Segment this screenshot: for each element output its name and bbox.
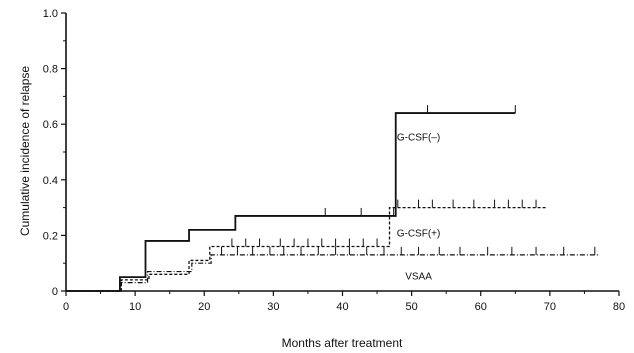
series-label: G-CSF(–) xyxy=(397,133,440,144)
y-tick-label: 0 xyxy=(52,286,58,298)
annotation-layer: G-CSF(–) G-CSF(+) VSAA xyxy=(397,133,441,283)
series-label: G-CSF(+) xyxy=(397,229,441,240)
series-0 xyxy=(66,105,516,292)
series-1 xyxy=(66,199,547,292)
y-tick-label: 0.6 xyxy=(43,119,58,131)
series-2 xyxy=(66,246,599,292)
y-tick-label: 0.2 xyxy=(43,230,58,242)
x-tick-label: 10 xyxy=(129,301,141,313)
y-axis-title: Cumulative incidence of relapse xyxy=(18,66,32,236)
x-tick-label: 0 xyxy=(63,301,69,313)
series-line xyxy=(66,112,516,292)
series-line xyxy=(66,206,547,292)
series-label: VSAA xyxy=(405,272,432,283)
x-tick-label: 80 xyxy=(613,301,625,313)
axes: 0 10 20 30 40 50 60 70 80 0 0.2 0.4 0.6 0.8 1.0 xyxy=(43,8,625,313)
y-tick-label: 0.8 xyxy=(43,64,58,76)
y-tick-label: 1.0 xyxy=(43,8,58,20)
series-line xyxy=(66,254,599,292)
x-tick-label: 40 xyxy=(336,301,348,313)
x-tick-label: 20 xyxy=(198,301,210,313)
y-tick-label: 0.4 xyxy=(43,175,58,187)
series-layer xyxy=(66,105,599,292)
x-tick-label: 30 xyxy=(267,301,279,313)
x-tick-label: 70 xyxy=(544,301,556,313)
x-tick-label: 50 xyxy=(406,301,418,313)
x-tick-label: 60 xyxy=(475,301,487,313)
x-axis-title: Months after treatment xyxy=(282,336,403,350)
